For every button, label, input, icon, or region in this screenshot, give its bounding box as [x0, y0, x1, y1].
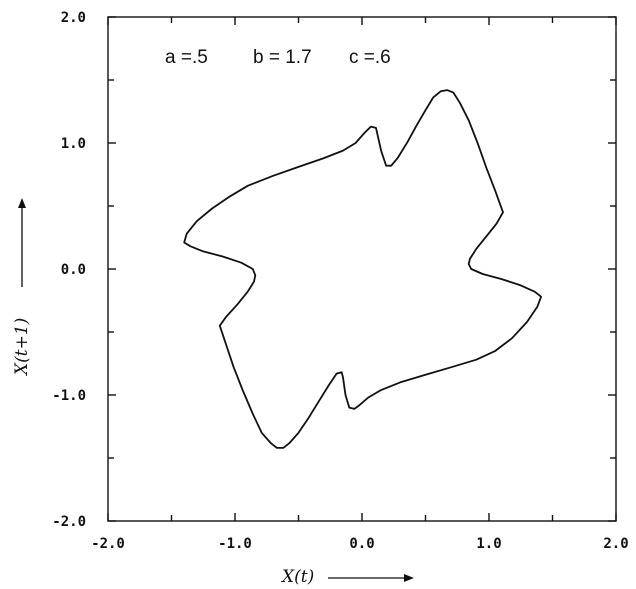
- x-tick-label: -2.0: [91, 536, 125, 552]
- axis-tick-labels: -2.0 -1.0 0.0 1.0 2.0 -2.0 -1.0 0.0 1.0 2.0: [52, 10, 628, 552]
- x-axis-arrow: [328, 574, 414, 582]
- parameter-a-label: a =.5: [165, 47, 208, 68]
- x-tick-label: -1.0: [218, 536, 252, 552]
- trajectory-curve: [183, 89, 542, 449]
- y-tick-label: 0.0: [61, 262, 86, 278]
- y-tick-label: 2.0: [61, 10, 86, 26]
- parameter-b-label: b = 1.7: [253, 47, 312, 68]
- x-tick-label: 0.0: [349, 536, 374, 552]
- y-tick-label: 1.0: [61, 136, 86, 152]
- y-tick-label: -1.0: [52, 388, 86, 404]
- y-axis-label: X(t+1): [12, 318, 32, 377]
- y-axis-arrow: [18, 198, 26, 287]
- x-tick-label: 2.0: [603, 536, 628, 552]
- x-axis-label: X(t): [280, 567, 314, 587]
- x-tick-label: 1.0: [476, 536, 501, 552]
- parameter-c-label: c =.6: [349, 47, 391, 68]
- axis-ticks: [107, 16, 617, 522]
- plot-frame: [107, 16, 617, 522]
- y-tick-label: -2.0: [52, 514, 86, 530]
